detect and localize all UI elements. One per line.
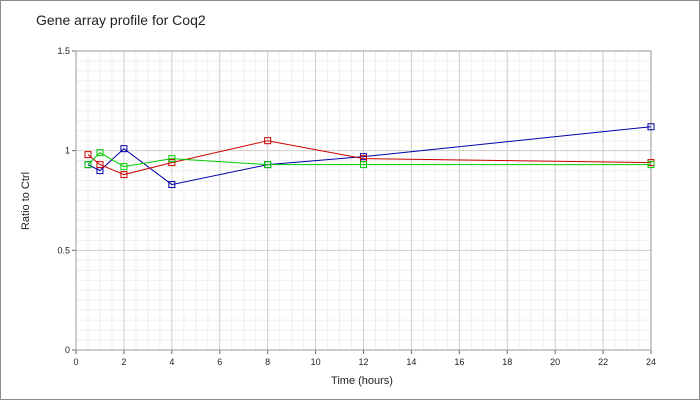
y-tick-label: 1	[65, 146, 70, 156]
data-point-0	[168, 181, 176, 189]
x-tick-label: 8	[265, 357, 270, 367]
y-tick-label: 0	[65, 345, 70, 355]
x-tick-label: 4	[169, 357, 174, 367]
x-tick-label: 18	[502, 357, 512, 367]
x-tick-label: 20	[550, 357, 560, 367]
x-tick-label: 22	[598, 357, 608, 367]
data-point-1	[96, 161, 104, 169]
y-tick-label: 0.5	[57, 245, 70, 255]
x-tick-label: 24	[646, 357, 656, 367]
x-axis-label: Time (hours)	[331, 375, 393, 387]
data-point-1	[168, 159, 176, 167]
axes	[72, 50, 652, 354]
chart-title: Gene array profile for Coq2	[36, 12, 206, 28]
data-point-2	[96, 149, 104, 157]
series-line-2	[87, 152, 651, 168]
series-line-1	[87, 140, 652, 176]
data-point-0	[120, 145, 128, 153]
x-tick-label: 16	[454, 357, 464, 367]
data-point-0	[647, 123, 655, 131]
series-layer	[84, 123, 655, 189]
data-point-1	[84, 151, 92, 159]
data-point-1	[120, 171, 128, 179]
x-tick-label: 2	[121, 357, 126, 367]
plot-border	[75, 50, 652, 351]
y-tick-label: 1.5	[57, 46, 70, 56]
data-point-2	[647, 161, 655, 169]
data-point-2	[120, 163, 128, 171]
x-tick-label: 12	[358, 357, 368, 367]
x-tick-label: 0	[73, 357, 78, 367]
x-tick-label: 6	[217, 357, 222, 367]
x-tick-label: 14	[406, 357, 416, 367]
data-point-2	[168, 155, 176, 163]
data-point-2	[264, 161, 272, 169]
x-tick-label: 10	[311, 357, 321, 367]
data-point-2	[84, 161, 92, 169]
y-axis-label: Ratio to Ctrl	[20, 172, 32, 230]
data-point-1	[264, 137, 272, 145]
series-line-0	[87, 126, 652, 186]
data-point-2	[360, 161, 367, 169]
